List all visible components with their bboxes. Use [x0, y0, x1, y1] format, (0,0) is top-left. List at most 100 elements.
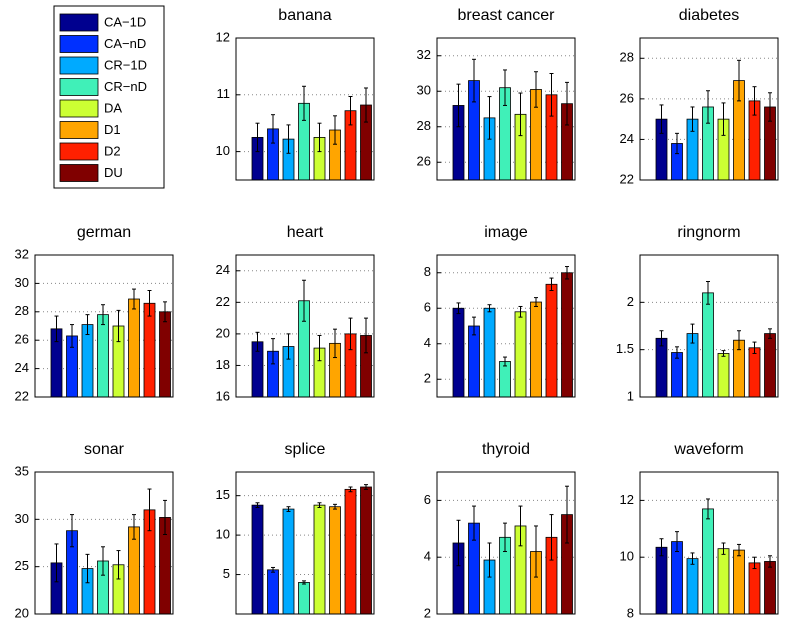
error-bar: [85, 553, 90, 584]
error-bar: [317, 122, 322, 153]
legend-swatch: [59, 56, 99, 75]
error-bar: [132, 514, 136, 540]
y-tick-label: 28: [417, 118, 431, 133]
error-bar: [54, 315, 59, 343]
y-tick-label: 22: [15, 388, 29, 403]
legend-swatch: [59, 35, 99, 53]
chart-title: banana: [278, 7, 331, 24]
error-bar: [737, 330, 741, 351]
error-bar: [565, 81, 569, 126]
y-tick-label: 24: [15, 360, 29, 375]
bar: [545, 283, 558, 398]
legend-label: D2: [104, 143, 121, 158]
y-tick-label: 32: [15, 246, 29, 261]
error-bar: [768, 92, 772, 122]
y-tick-label: 4: [424, 335, 431, 350]
bar: [686, 558, 699, 615]
error-bar: [70, 514, 74, 548]
bar: [530, 301, 542, 398]
error-bar: [317, 502, 322, 508]
error-bar: [472, 505, 476, 541]
error-bar: [518, 92, 523, 137]
error-bar: [333, 328, 337, 359]
error-bar: [549, 514, 554, 561]
bar: [298, 582, 310, 615]
bar: [748, 562, 761, 615]
bar: [267, 569, 279, 615]
bar: [717, 548, 730, 615]
legend-label: CA−1D: [104, 14, 146, 29]
error-bar: [271, 114, 275, 144]
bar: [159, 311, 171, 398]
bar: [128, 526, 140, 615]
y-tick-label: 12: [620, 492, 634, 507]
y-tick-label: 24: [620, 131, 634, 146]
chart-title: thyroid: [482, 441, 530, 458]
y-tick-label: 26: [417, 154, 431, 169]
error-bar: [690, 552, 695, 565]
error-bar: [348, 96, 353, 126]
error-bar: [690, 106, 695, 132]
plot-frame: [639, 471, 779, 615]
plot-frame: [235, 471, 375, 615]
error-bar: [255, 502, 260, 508]
y-tick-label: 16: [216, 388, 230, 403]
chart-title: heart: [287, 224, 324, 241]
y-tick-label: 4: [424, 549, 431, 564]
error-bar: [286, 124, 291, 154]
bar: [764, 561, 776, 615]
error-bar: [348, 317, 353, 351]
y-tick-label: 28: [620, 50, 634, 65]
error-bar: [503, 356, 507, 367]
y-tick-label: 11: [217, 86, 231, 101]
bar: [561, 272, 573, 398]
error-bar: [737, 59, 741, 102]
y-tick-label: 26: [15, 332, 29, 347]
legend-label: DA: [104, 100, 122, 115]
y-tick-label: 8: [627, 605, 634, 620]
error-bar: [364, 87, 368, 123]
error-bar: [487, 96, 492, 140]
legend-box: [53, 5, 165, 189]
error-bar: [659, 330, 664, 347]
bar: [733, 549, 745, 615]
y-tick-label: 24: [216, 262, 230, 277]
bar: [452, 307, 465, 398]
y-tick-label: 2: [424, 371, 431, 386]
bar: [702, 292, 714, 398]
error-bar: [706, 90, 710, 124]
plot-frame: [34, 254, 174, 398]
error-bar: [302, 85, 306, 121]
y-tick-label: 22: [216, 294, 230, 309]
error-bar: [302, 279, 306, 322]
bar: [282, 508, 295, 615]
chart-title: german: [77, 224, 131, 241]
error-bar: [721, 102, 726, 136]
plot-frame: [235, 254, 375, 398]
error-bar: [456, 519, 461, 567]
plot-frame: [639, 254, 779, 398]
bar: [251, 504, 264, 615]
chart-title: ringnorm: [677, 224, 740, 241]
error-bar: [659, 104, 664, 134]
y-tick-label: 20: [15, 605, 29, 620]
error-bar: [364, 484, 368, 490]
bar: [329, 506, 341, 615]
error-bar: [333, 503, 337, 510]
bar: [764, 333, 776, 398]
error-bar: [348, 486, 353, 493]
chart-title: sonar: [84, 441, 125, 458]
error-bar: [752, 341, 757, 354]
legend-swatch: [59, 13, 99, 32]
y-tick-label: 25: [15, 558, 29, 573]
y-tick-label: 18: [216, 357, 230, 372]
bar: [360, 486, 372, 615]
error-bar: [147, 488, 152, 532]
y-tick-label: 10: [216, 143, 230, 158]
error-bar: [116, 309, 121, 343]
error-bar: [255, 331, 260, 352]
error-bar: [565, 485, 569, 544]
error-bar: [503, 522, 507, 553]
y-tick-label: 12: [216, 29, 230, 44]
bar: [702, 508, 714, 615]
